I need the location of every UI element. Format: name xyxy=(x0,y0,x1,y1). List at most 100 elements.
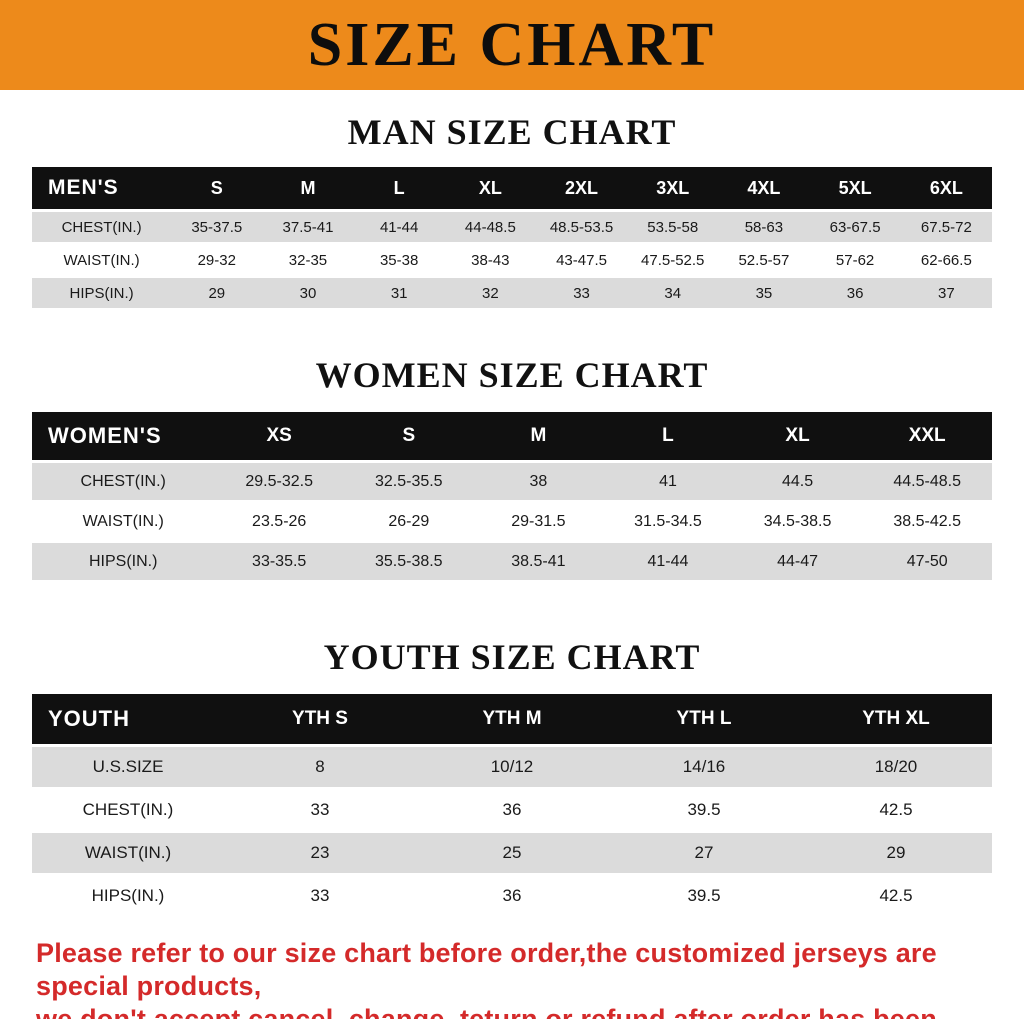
womens-size-table: WOMEN'S XS S M L XL XXL CHEST(IN.) 29.5-32.5 32.5… xyxy=(32,409,992,583)
table-header-row: YOUTH YTH S YTH M YTH L YTH XL xyxy=(32,694,992,744)
size-value: 29 xyxy=(800,833,992,873)
size-column-header: 6XL xyxy=(900,167,992,209)
size-value: 36 xyxy=(809,278,901,308)
size-value: 48.5-53.5 xyxy=(535,212,628,242)
size-column-header: YTH XL xyxy=(800,694,992,744)
size-value: 43-47.5 xyxy=(556,251,607,269)
size-value: 38.5-41 xyxy=(473,543,604,580)
women-size-chart-heading: WOMEN SIZE CHART xyxy=(315,355,709,395)
table-row: HIPS(IN.) 33-35.5 35.5-38.5 38.5-41 41-44 44-… xyxy=(32,543,992,580)
size-value: 29 xyxy=(171,278,263,308)
size-value: 14/16 xyxy=(608,747,800,787)
size-column-header: S xyxy=(343,412,474,460)
size-value: 39.5 xyxy=(687,800,721,819)
measurement-label: CHEST(IN.) xyxy=(32,463,215,500)
size-value: 33-35.5 xyxy=(214,543,344,580)
size-value: 34 xyxy=(627,278,719,308)
size-column-header: YTH L xyxy=(608,694,800,744)
size-value: 18/20 xyxy=(800,747,992,787)
size-table: MEN'S S M L XL 2XL 3XL 4XL 5XL 6XL CHEST(IN.) 35-37… xyxy=(32,164,992,311)
table-row: HIPS(IN.) 29 30 31 32 33 34 35 36 37 xyxy=(32,278,992,308)
size-value: 35-37.5 xyxy=(171,212,263,242)
size-value: 38-43 xyxy=(471,251,510,269)
measurement-label: HIPS(IN.) xyxy=(91,886,165,905)
size-value: 58-63 xyxy=(718,212,810,242)
table-title-cell: WOMEN'S xyxy=(32,412,215,460)
size-value: 36 xyxy=(502,800,522,819)
footer-line-2: we don't accept cancel, change, teturn o… xyxy=(36,1004,937,1019)
size-value: 33 xyxy=(310,886,330,905)
measurement-label: U.S.SIZE xyxy=(32,747,224,787)
size-column-header: XL xyxy=(732,412,863,460)
table-row: CHEST(IN.) 29.5-32.5 32.5-35.5 38 41 44.5 44.5… xyxy=(32,463,992,500)
size-value: 52.5-57 xyxy=(738,251,790,269)
size-value: 57-62 xyxy=(835,251,875,269)
size-value: 32-35 xyxy=(288,251,328,269)
size-value: 41-44 xyxy=(353,212,445,242)
size-column-header: 3XL xyxy=(627,167,719,209)
table-row: WAIST(IN.) 23 25 27 29 xyxy=(32,833,992,873)
size-value: 38.5-42.5 xyxy=(893,512,961,530)
size-value: 44-48.5 xyxy=(444,212,536,242)
mens-size-table: MEN'S S M L XL 2XL 3XL 4XL 5XL 6XL CHEST(IN.) 35-37… xyxy=(32,164,992,311)
size-value: 39.5 xyxy=(687,886,721,905)
size-value: 44.5-48.5 xyxy=(862,463,992,500)
size-value: 42.5 xyxy=(879,886,913,905)
measurement-label: WAIST(IN.) xyxy=(63,251,140,269)
size-value: 42.5 xyxy=(879,800,913,819)
size-value: 38 xyxy=(473,463,604,500)
size-value: 47-50 xyxy=(862,543,992,580)
size-value: 47.5-52.5 xyxy=(641,251,705,269)
size-value: 37.5-41 xyxy=(262,212,354,242)
size-value: 31 xyxy=(353,278,445,308)
size-value: 27 xyxy=(608,833,800,873)
size-value: 25 xyxy=(416,833,608,873)
size-column-header: YTH S xyxy=(224,694,416,744)
size-column-header: L xyxy=(603,412,733,460)
size-value: 30 xyxy=(262,278,354,308)
table-header-row: MEN'S S M L XL 2XL 3XL 4XL 5XL 6XL xyxy=(32,167,992,209)
size-value: 33 xyxy=(535,278,628,308)
size-value: 67.5-72 xyxy=(900,212,992,242)
table-row: WAIST(IN.) 29-32 32-35 35-38 38-43 43-47.5 47.… xyxy=(32,245,992,275)
table-title-cell: MEN'S xyxy=(32,167,172,209)
size-column-header: XXL xyxy=(862,412,992,460)
measurement-label: HIPS(IN.) xyxy=(32,543,215,580)
size-value: 10/12 xyxy=(416,747,608,787)
size-value: 32.5-35.5 xyxy=(343,463,474,500)
size-value: 26-29 xyxy=(388,512,430,530)
size-chart-banner: SIZE CHART xyxy=(0,0,1024,90)
table-row: CHEST(IN.) 33 36 39.5 42.5 xyxy=(32,790,992,830)
size-value: 33 xyxy=(310,800,330,819)
size-value: 29-32 xyxy=(197,251,236,269)
man-size-chart-heading: MAN SIZE CHART xyxy=(347,112,677,152)
table-row: WAIST(IN.) 23.5-26 26-29 29-31.5 31.5-34.5 34… xyxy=(32,503,992,540)
table-row: U.S.SIZE 8 10/12 14/16 18/20 xyxy=(32,747,992,787)
size-value: 34.5-38.5 xyxy=(763,512,832,530)
size-column-header: YTH M xyxy=(416,694,608,744)
size-value: 44-47 xyxy=(732,543,863,580)
size-value: 63-67.5 xyxy=(809,212,901,242)
measurement-label: CHEST(IN.) xyxy=(32,212,172,242)
youth-size-chart-heading: YOUTH SIZE CHART xyxy=(323,637,701,677)
table-row: CHEST(IN.) 35-37.5 37.5-41 41-44 44-48.5 48.5… xyxy=(32,212,992,242)
size-value: 62-66.5 xyxy=(920,251,972,269)
size-column-header: 2XL xyxy=(535,167,628,209)
size-value: 53.5-58 xyxy=(627,212,719,242)
size-column-header: S xyxy=(171,167,263,209)
youth-size-table: YOUTH YTH S YTH M YTH L YTH XL U.S.SIZE 8 10/12… xyxy=(32,691,992,919)
size-column-header: M xyxy=(262,167,354,209)
size-column-header: M xyxy=(473,412,604,460)
size-value: 23 xyxy=(224,833,416,873)
size-value: 41 xyxy=(603,463,733,500)
measurement-label: WAIST(IN.) xyxy=(32,833,224,873)
size-table: YOUTH YTH S YTH M YTH L YTH XL U.S.SIZE 8 10/12… xyxy=(32,691,992,919)
size-value: 31.5-34.5 xyxy=(634,512,702,530)
size-value: 35.5-38.5 xyxy=(343,543,474,580)
size-value: 37 xyxy=(900,278,992,308)
size-value: 36 xyxy=(502,886,522,905)
size-column-header: XS xyxy=(214,412,344,460)
size-value: 35-38 xyxy=(379,251,419,269)
size-value: 41-44 xyxy=(603,543,733,580)
size-value: 23.5-26 xyxy=(252,512,307,530)
